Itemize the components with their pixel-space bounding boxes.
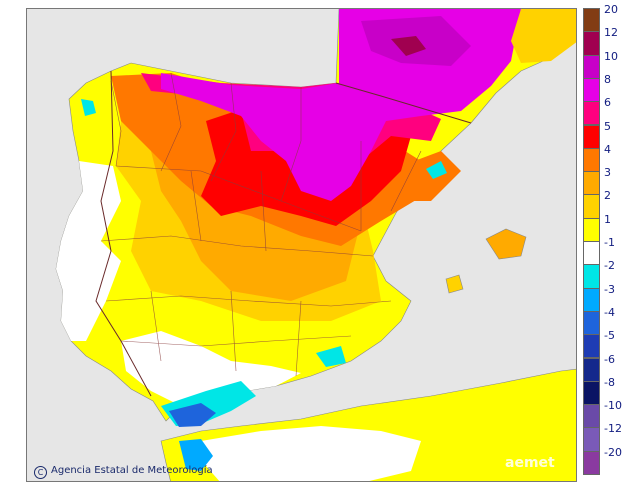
legend-tick-label: -1 <box>604 236 615 249</box>
country-borders <box>95 70 472 397</box>
color-legend: 20 12 10 8 6 5 4 3 2 1 -1 -2 -3 -4 -5 -6 -8 -10 -12 -20 <box>583 4 629 482</box>
legend-tick-label: -5 <box>604 329 615 343</box>
legend-swatch <box>583 380 600 406</box>
legend-tick-label: -6 <box>604 352 615 366</box>
zone-france-west <box>511 9 576 63</box>
legend-swatch <box>583 147 600 173</box>
agency-credit: C Agencia Estatal de Meteorología <box>34 465 213 479</box>
legend-swatch <box>583 310 600 336</box>
zone-near-zero-africa <box>201 426 421 481</box>
legend-tick-label: 8 <box>604 72 611 86</box>
zone-anomaly-neg2-galicia <box>81 99 96 116</box>
legend-swatch <box>583 194 600 219</box>
zone-near-zero-south <box>121 331 301 406</box>
legend-swatch <box>583 427 600 452</box>
legend-tick-label: 3 <box>604 166 611 180</box>
legend-swatch <box>583 287 600 312</box>
zone-anomaly-neg3-strait <box>169 403 216 427</box>
legend-swatch <box>583 404 600 429</box>
legend-tick-label: -2 <box>604 259 615 273</box>
legend-swatch <box>583 31 600 56</box>
land-ibiza <box>445 274 464 294</box>
legend-swatch <box>583 217 600 242</box>
legend-tick-label: -12 <box>604 422 622 436</box>
legend-tick-label: 2 <box>604 189 611 203</box>
legend-tick-label: -10 <box>604 399 622 413</box>
credit-label: Agencia Estatal de Meteorología <box>51 465 213 476</box>
temperature-anomaly-map <box>26 8 577 482</box>
province-borders <box>100 72 422 377</box>
zone-anomaly-neg2-valencia <box>426 161 447 179</box>
legend-swatch <box>583 450 600 475</box>
copyright-icon: C <box>34 466 47 479</box>
legend-swatch <box>583 357 600 382</box>
map-canvas <box>55 9 576 481</box>
legend-tick-label: 10 <box>604 49 618 63</box>
legend-tick-label: 12 <box>604 26 618 40</box>
legend-swatch <box>583 124 600 149</box>
legend-swatch <box>583 101 600 126</box>
legend-tick-label: 1 <box>604 212 611 226</box>
zone-anomaly-neg2-africa <box>179 439 213 471</box>
legend-swatch <box>583 241 600 266</box>
legend-tick-label: -8 <box>604 375 615 389</box>
legend-tick-label: -3 <box>604 282 615 296</box>
legend-tick-label: -4 <box>604 305 615 319</box>
land-mallorca <box>485 228 527 260</box>
legend-tick-label: 5 <box>604 119 611 133</box>
zone-anomaly-12 <box>391 36 426 56</box>
legend-tick-label: 4 <box>604 142 611 156</box>
agency-watermark: aemet <box>505 455 555 471</box>
legend-swatch <box>583 54 600 79</box>
legend-swatch <box>583 264 600 289</box>
legend-tick-label: 20 <box>604 3 618 16</box>
legend-swatch <box>583 8 600 33</box>
zone-near-zero-west <box>56 161 121 341</box>
legend-swatch <box>583 334 600 359</box>
legend-swatch <box>583 77 600 103</box>
legend-swatch <box>583 171 600 196</box>
zone-anomaly-neg2-almeria <box>316 346 346 367</box>
legend-tick-label: 6 <box>604 96 611 110</box>
legend-tick-label: -20 <box>604 445 622 459</box>
